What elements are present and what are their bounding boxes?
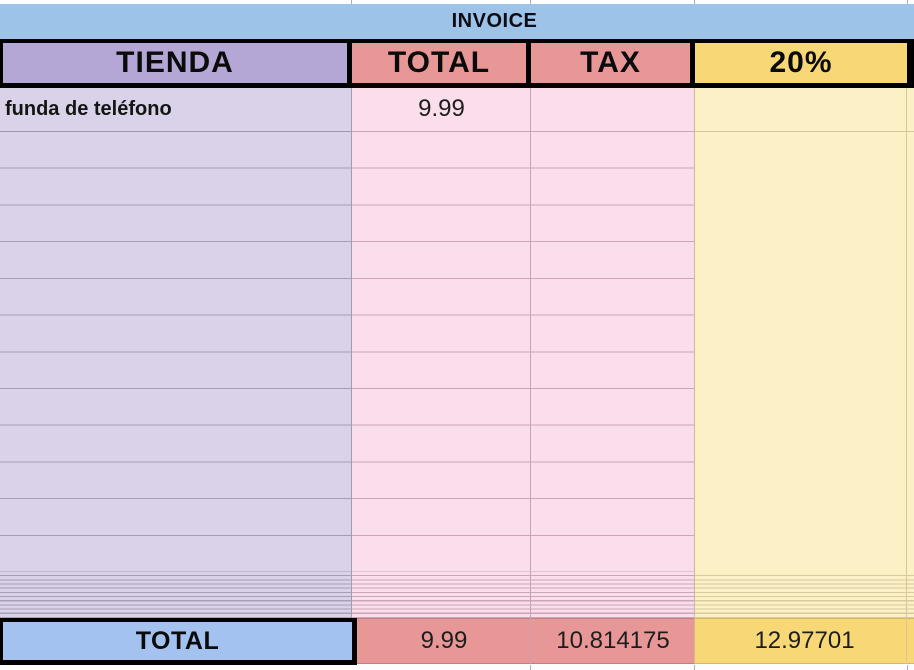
empty-rows-grid-tienda[interactable] <box>0 131 352 572</box>
header-label-tienda: TIENDA <box>116 46 234 79</box>
totals-tax-cell[interactable]: 10.814175 <box>531 618 695 664</box>
header-cell-tax[interactable]: TAX <box>531 43 695 83</box>
header-row: TIENDA TOTAL TAX 20% <box>0 39 914 88</box>
column-tienda: funda de teléfono <box>0 88 352 572</box>
empty-rows-grid-tax[interactable] <box>531 131 695 572</box>
bottom-row-sliver <box>0 665 914 670</box>
header-cell-total[interactable]: TOTAL <box>352 43 531 83</box>
invoice-title-cell[interactable]: INVOICE <box>0 4 914 39</box>
cell-tienda-row1[interactable]: funda de teléfono <box>0 88 352 132</box>
gridline-inside-pct <box>906 88 907 664</box>
invoice-title: INVOICE <box>451 10 538 32</box>
gridline-tax-pct <box>694 88 695 664</box>
column-gridline-tick <box>907 0 908 4</box>
column-total: 9.99 <box>352 88 531 572</box>
column-gridline-tick <box>907 665 908 670</box>
top-row-sliver <box>0 0 914 4</box>
header-label-tax: TAX <box>580 46 641 79</box>
column-gridline-tick <box>694 0 695 4</box>
header-cell-tienda[interactable]: TIENDA <box>0 43 352 83</box>
totals-label: TOTAL <box>135 626 220 655</box>
totals-total-value: 9.99 <box>420 627 468 654</box>
gridline-total-tax <box>530 88 531 664</box>
column-pct <box>695 88 914 572</box>
column-gridline-tick <box>351 0 352 4</box>
totals-label-cell[interactable]: TOTAL <box>0 618 357 665</box>
item-name: funda de teléfono <box>5 97 172 120</box>
totals-pct-value: 12.97701 <box>754 627 855 654</box>
empty-rows-grid-total[interactable] <box>352 131 531 572</box>
column-gridline-tick <box>530 665 531 670</box>
cell-pct-row1[interactable] <box>695 88 914 132</box>
header-cell-pct[interactable]: 20% <box>695 43 914 83</box>
collapsed-rows-band-total-tax <box>352 572 695 618</box>
totals-total-cell[interactable]: 9.99 <box>357 618 531 664</box>
cell-total-row1[interactable]: 9.99 <box>352 88 531 132</box>
header-label-pct: 20% <box>769 46 833 79</box>
cell-tax-row1[interactable] <box>531 88 695 132</box>
merged-region-pct[interactable] <box>695 132 914 573</box>
collapsed-rows-band-tienda <box>0 572 352 618</box>
gridline-tienda-total <box>351 88 352 618</box>
totals-pct-cell[interactable]: 12.97701 <box>695 618 914 664</box>
item-total-value: 9.99 <box>418 95 465 123</box>
totals-tax-value: 10.814175 <box>556 627 670 654</box>
collapsed-rows-band-pct <box>695 572 914 618</box>
header-label-total: TOTAL <box>387 46 491 79</box>
column-gridline-tick <box>530 0 531 4</box>
column-gridline-tick <box>694 665 695 670</box>
column-tax <box>531 88 695 572</box>
